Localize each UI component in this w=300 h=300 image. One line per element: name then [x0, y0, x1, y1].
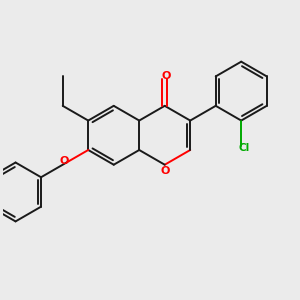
Text: O: O — [59, 156, 69, 166]
Text: Cl: Cl — [238, 143, 250, 153]
Text: O: O — [160, 166, 170, 176]
Text: O: O — [161, 71, 171, 81]
